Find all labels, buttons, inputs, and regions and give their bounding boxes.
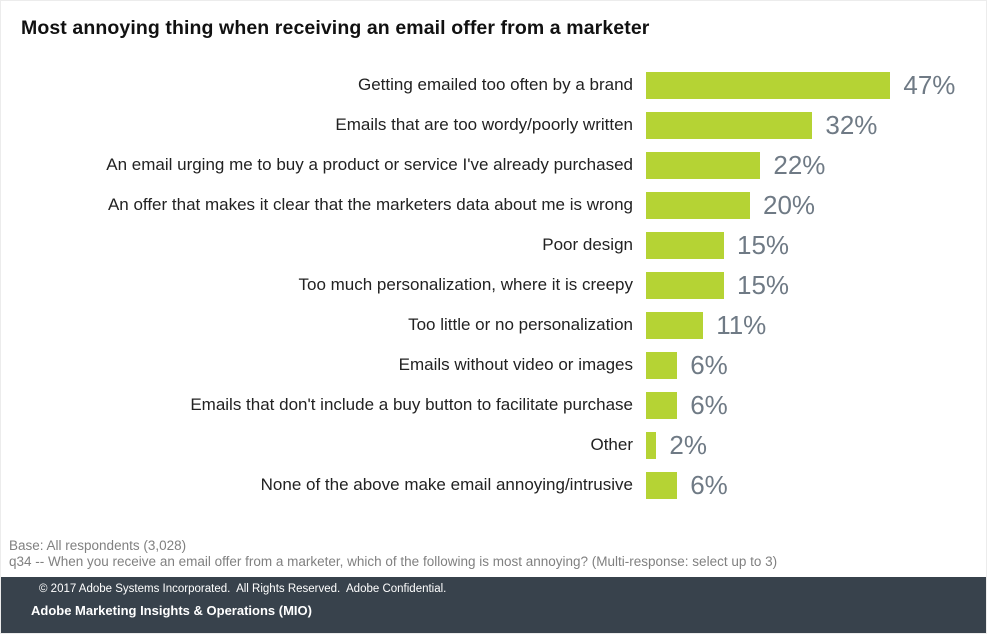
chart-title: Most annoying thing when receiving an em… [21, 17, 650, 39]
category-label: Emails that don't include a buy button t… [190, 395, 633, 414]
chart-row: An email urging me to buy a product or s… [1, 145, 986, 185]
bar [646, 191, 750, 219]
footnotes: Base: All respondents (3,028) q34 -- Whe… [9, 538, 777, 570]
bar [646, 231, 724, 259]
value-label: 6% [690, 349, 728, 380]
bar [646, 71, 891, 99]
bar [646, 271, 724, 299]
category-label: Getting emailed too often by a brand [357, 75, 633, 94]
chart-row: Poor design 15% [1, 225, 986, 265]
value-label: 6% [690, 469, 728, 500]
footer-bar: © 2017 Adobe Systems Incorporated. All R… [1, 577, 986, 633]
footnote-question: q34 -- When you receive an email offer f… [9, 554, 778, 569]
category-label: An email urging me to buy a product or s… [106, 155, 633, 174]
value-label: 6% [690, 389, 728, 420]
category-label: None of the above make email annoying/in… [260, 475, 633, 494]
bar [646, 311, 704, 339]
value-label: 20% [763, 189, 816, 220]
value-label: 15% [737, 229, 790, 260]
category-label: Too little or no personalization [408, 315, 633, 334]
footer-copyright: © 2017 Adobe Systems Incorporated. All R… [39, 583, 447, 595]
bar [646, 391, 678, 419]
value-label: 47% [903, 69, 956, 100]
value-label: 2% [669, 429, 707, 460]
footer-org: Adobe Marketing Insights & Operations (M… [31, 603, 312, 618]
category-label: Poor design [542, 235, 633, 254]
value-label: 15% [737, 269, 790, 300]
chart-row: Other 2% [1, 425, 986, 465]
chart-row: Too much personalization, where it is cr… [1, 265, 986, 305]
chart-row: Emails that are too wordy/poorly written… [1, 105, 986, 145]
chart-row: Too little or no personalization 11% [1, 305, 986, 345]
category-label: Other [590, 435, 633, 454]
category-label: An offer that makes it clear that the ma… [107, 195, 633, 214]
category-label: Emails without video or images [398, 355, 633, 374]
footnote-base: Base: All respondents (3,028) [9, 538, 187, 553]
bar [646, 471, 678, 499]
chart-row: An offer that makes it clear that the ma… [1, 185, 986, 225]
bar [646, 431, 657, 459]
bar [646, 111, 813, 139]
value-label: 11% [716, 309, 767, 340]
bar [646, 151, 761, 179]
bar-chart: Getting emailed too often by a brand 47% E… [1, 65, 986, 505]
bar [646, 351, 678, 379]
value-label: 22% [773, 149, 826, 180]
category-label: Emails that are too wordy/poorly written [335, 115, 633, 134]
category-label: Too much personalization, where it is cr… [298, 275, 634, 294]
chart-row: Emails that don't include a buy button t… [1, 385, 986, 425]
chart-row: Emails without video or images 6% [1, 345, 986, 385]
chart-row: None of the above make email annoying/in… [1, 465, 986, 505]
value-label: 32% [825, 109, 878, 140]
chart-row: Getting emailed too often by a brand 47% [1, 65, 986, 105]
